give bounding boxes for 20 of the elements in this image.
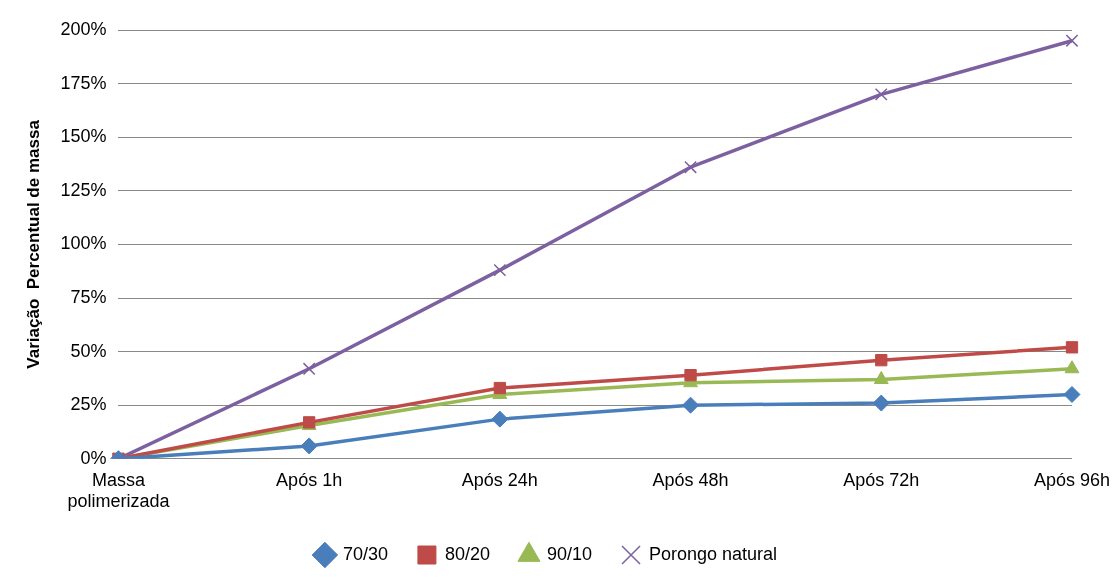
x-tick-label: Após 96h — [1033, 469, 1110, 490]
y-tick-label: 100% — [60, 233, 107, 254]
y-tick-label: 50% — [70, 340, 107, 361]
y-tick-label: 175% — [60, 72, 107, 93]
legend-label: 70/30 — [342, 543, 388, 564]
y-tick-label: 150% — [60, 126, 107, 147]
y-tick-label: 125% — [60, 179, 107, 200]
y-tick-label: 25% — [70, 394, 107, 415]
y-tick-label: 0% — [80, 447, 107, 468]
x-tick-label: Após 24h — [461, 469, 538, 490]
x-tick-label: Após 48h — [652, 469, 729, 490]
legend-label: 90/10 — [546, 543, 593, 564]
y-tick-label: 75% — [70, 286, 107, 307]
x-tick-label: Massa polimerizada — [67, 469, 171, 512]
y-tick-label: 200% — [60, 18, 107, 39]
y-axis-title: Variação Percentual de massa — [23, 119, 43, 369]
x-tick-label: Após 72h — [843, 469, 920, 490]
legend-label: 80/20 — [444, 543, 490, 564]
x-tick-label: Após 1h — [276, 469, 343, 490]
legend-label: Porongo natural — [649, 543, 778, 564]
